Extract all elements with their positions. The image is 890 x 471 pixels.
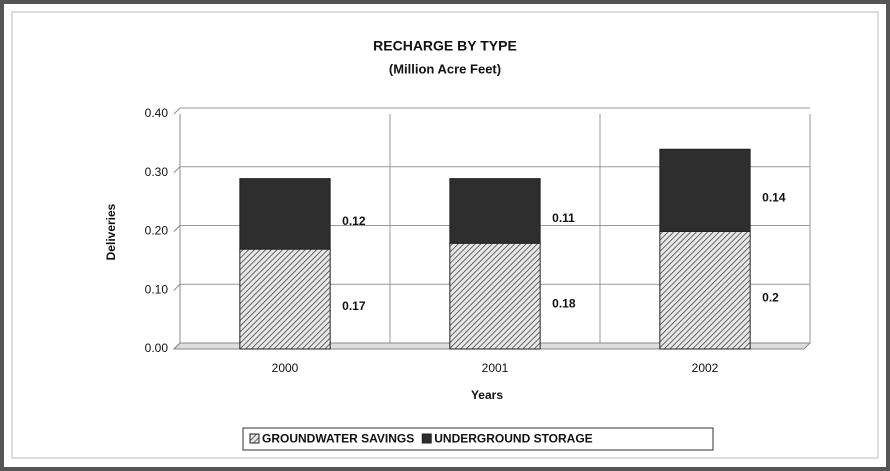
data-label: 0.17 — [342, 299, 366, 313]
data-label: 0.14 — [762, 191, 786, 205]
legend-box — [242, 427, 714, 451]
bar-segment — [239, 248, 331, 350]
bar-segment — [449, 178, 541, 244]
bar-segment — [659, 231, 751, 350]
legend-label: GROUNDWATER SAVINGS — [262, 432, 414, 446]
legend-swatch — [249, 433, 260, 444]
y-axis-label: Deliveries — [104, 203, 118, 260]
data-label: 0.11 — [552, 211, 575, 225]
y-tick-label: 0.40 — [145, 106, 169, 120]
y-tick — [173, 166, 181, 174]
x-tick-label: 2001 — [482, 361, 509, 375]
x-tick-label: 2002 — [692, 361, 719, 375]
data-label: 0.2 — [762, 290, 779, 304]
chart-title: RECHARGE BY TYPE — [373, 38, 517, 54]
y-tick-label: 0.20 — [145, 224, 169, 238]
y-tick — [173, 225, 181, 232]
y-tick-label: 0.00 — [145, 341, 169, 355]
y-tick — [173, 107, 181, 115]
x-axis-label: Years — [471, 388, 503, 402]
data-label: 0.12 — [342, 214, 366, 228]
x-tick-label: 2000 — [272, 361, 299, 375]
bar-segment — [239, 178, 331, 250]
chart-subtitle: (Million Acre Feet) — [389, 61, 501, 76]
inner-frame — [11, 11, 879, 459]
legend-label: UNDERGROUND STORAGE — [434, 432, 592, 446]
y-tick — [173, 283, 181, 291]
legend-swatch — [421, 433, 432, 444]
y-tick-label: 0.30 — [145, 165, 169, 179]
y-tick-label: 0.10 — [145, 282, 169, 296]
bar-segment — [449, 242, 541, 350]
bar-segment — [659, 148, 751, 232]
y-tick — [173, 342, 181, 350]
data-label: 0.18 — [552, 296, 576, 310]
